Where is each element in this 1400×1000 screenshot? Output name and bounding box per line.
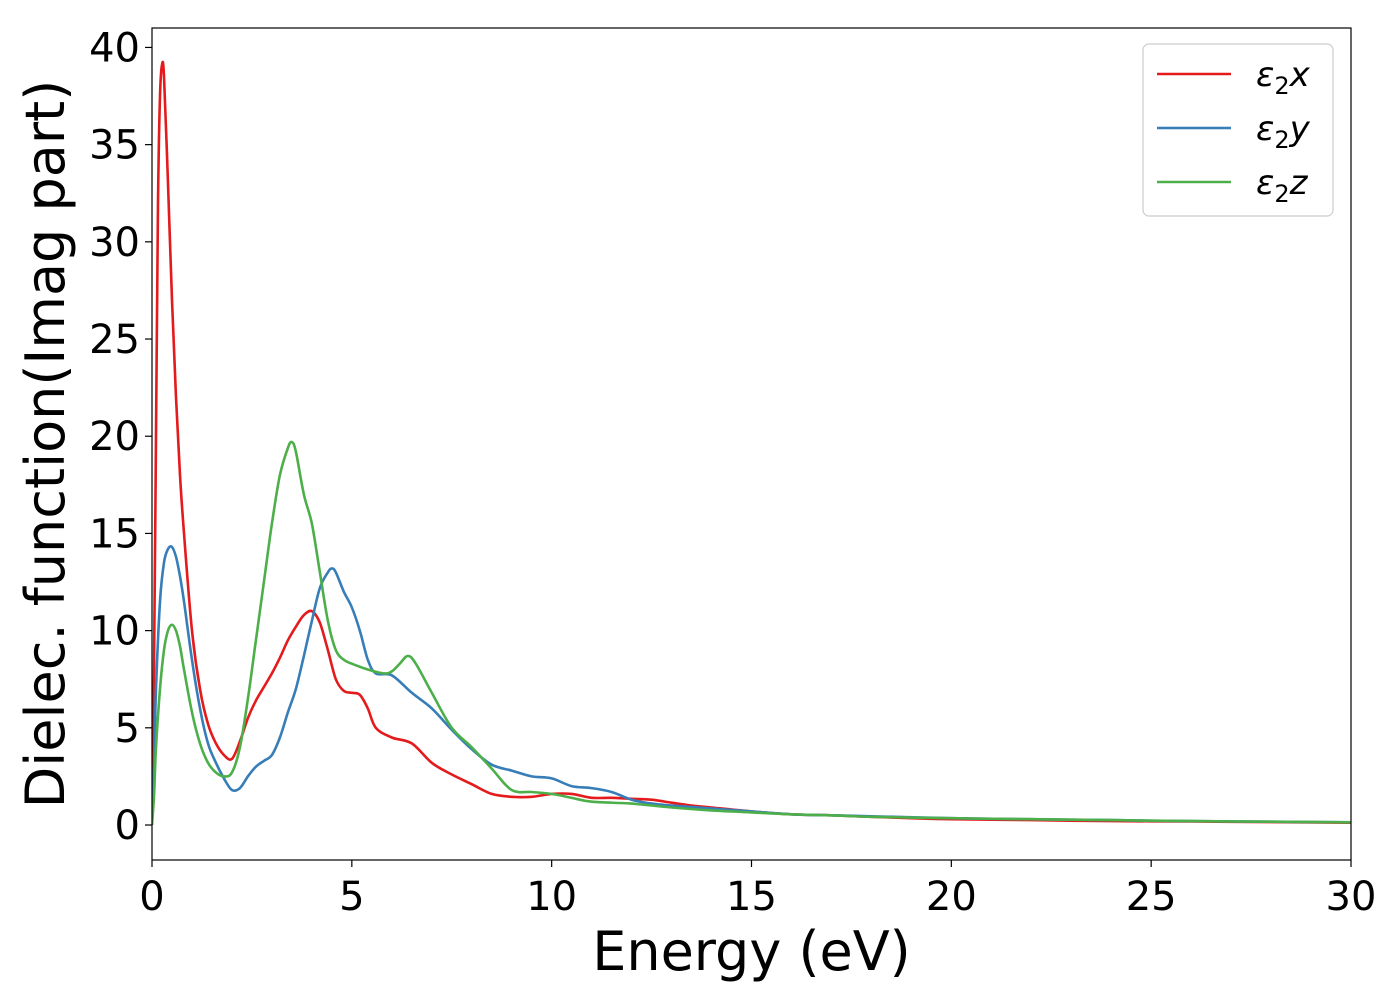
x-tick-label: 5	[339, 874, 364, 920]
y-tick-label: 30	[89, 220, 140, 266]
legend-label-x: ε2x	[1256, 55, 1311, 100]
legend-label-y: ε2y	[1256, 109, 1311, 154]
plot-lines	[152, 60, 1351, 826]
series-line-y	[152, 545, 1351, 826]
y-tick-label: 40	[89, 25, 140, 71]
x-tick-label: 30	[1326, 874, 1377, 920]
y-tick-label: 20	[89, 414, 140, 460]
y-tick-label: 0	[115, 803, 140, 849]
y-tick-label: 15	[89, 511, 140, 557]
legend-box	[1142, 43, 1334, 217]
y-axis-label: Dielec. function(Imag part)	[14, 80, 77, 809]
y-tick-label: 10	[89, 609, 140, 655]
y-tick-label: 5	[115, 706, 140, 752]
x-tick-label: 15	[726, 874, 777, 920]
axes: 0 5 10 15 20 25 30 0 5 10 15 20 25 30 35 40 Energy (eV) D…	[14, 25, 1376, 983]
x-axis-label: Energy (eV)	[592, 920, 911, 983]
legend: ε2x ε2y ε2z	[1142, 43, 1334, 217]
series-line-z	[152, 440, 1351, 826]
y-tick-label: 35	[89, 123, 140, 169]
legend-label-z: ε2z	[1256, 163, 1309, 208]
x-tick-label: 20	[926, 874, 977, 920]
x-tick-label: 25	[1126, 874, 1177, 920]
y-tick-label: 25	[89, 317, 140, 363]
x-tick-label: 0	[139, 874, 164, 920]
x-tick-label: 10	[526, 874, 577, 920]
